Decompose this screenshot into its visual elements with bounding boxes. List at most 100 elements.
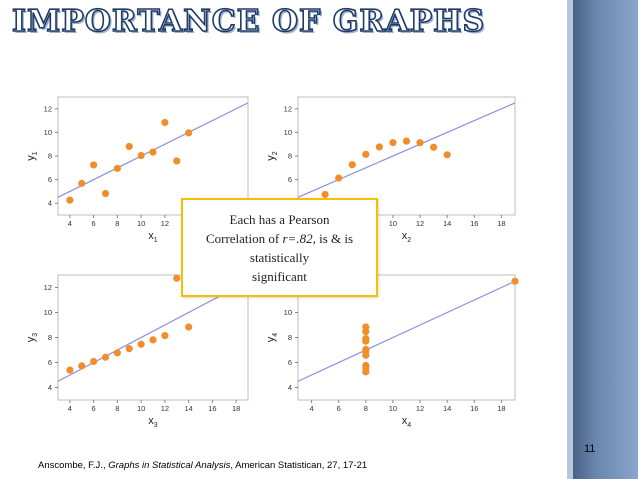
- data-point: [90, 357, 98, 366]
- decorative-sidebar: [573, 0, 638, 479]
- x-tick-label: 16: [208, 404, 216, 413]
- data-point: [335, 174, 343, 182]
- x-tick-label: 10: [137, 219, 145, 228]
- data-point: [137, 151, 145, 160]
- citation-rest: , American Statistican, 27, 17-21: [230, 460, 368, 471]
- data-point: [185, 129, 193, 137]
- scatter-plot-3: 4 6 8 10 12 4 6 8 10 12 14 16 18 x3 y3: [25, 274, 249, 429]
- callout-line-2-a: Correlation of: [205, 231, 283, 246]
- x-tick-label: 10: [389, 404, 397, 413]
- y-tick-label: 4: [288, 383, 292, 392]
- y-tick-label: 10: [44, 128, 52, 137]
- y-tick-label: 12: [284, 104, 292, 113]
- y-axis-label: y2: [265, 151, 279, 161]
- plot-frame: [297, 96, 516, 216]
- x-axis-label: x4: [402, 415, 412, 429]
- data-point: [66, 196, 74, 204]
- data-point: [430, 143, 438, 151]
- y-tick-label: 4: [48, 383, 52, 392]
- x-tick-label: 6: [337, 404, 341, 413]
- data-point: [416, 139, 424, 147]
- data-point: [90, 161, 98, 169]
- data-point: [149, 148, 157, 156]
- y-tick-label: 6: [288, 358, 292, 367]
- citation: Anscombe, F.J., Graphs in Statistical An…: [38, 460, 367, 471]
- callout-r-value: r=.82: [282, 231, 313, 246]
- data-point: [161, 332, 169, 340]
- slide-title: IMPORTANCE OF GRAPHS: [11, 3, 486, 40]
- y-tick-label: 12: [44, 283, 52, 292]
- data-point: [161, 118, 169, 127]
- y-tick-label: 6: [288, 175, 292, 184]
- plot-frame: [57, 96, 249, 216]
- data-point: [348, 161, 356, 169]
- y-tick-label: 10: [284, 308, 292, 317]
- data-point: [78, 179, 86, 187]
- data-point: [185, 323, 193, 331]
- data-point: [321, 190, 329, 199]
- x-axis-label: x3: [148, 415, 158, 429]
- x-tick-label: 14: [184, 404, 192, 413]
- data-point: [362, 150, 370, 158]
- callout-line-3: statistically: [249, 250, 310, 265]
- x-tick-label: 12: [161, 404, 169, 413]
- x-tick-label: 14: [443, 219, 451, 228]
- x-tick-label: 12: [416, 404, 424, 413]
- data-point: [375, 143, 383, 151]
- y-tick-label: 6: [48, 175, 52, 184]
- scatter-plot-1: 46810124681012141618x1y1: [25, 96, 249, 244]
- data-point: [362, 328, 370, 336]
- x-tick-label: 8: [115, 404, 119, 413]
- x-tick-label: 12: [161, 219, 169, 228]
- regression-line: [297, 280, 516, 382]
- regression-line: [297, 102, 516, 198]
- data-point: [173, 157, 181, 165]
- data-point: [66, 366, 74, 374]
- x-tick-label: 4: [68, 404, 72, 413]
- x-axis-label: x2: [402, 230, 412, 244]
- x-tick-label: 10: [389, 219, 397, 228]
- data-point: [149, 336, 157, 344]
- data-point: [137, 340, 145, 348]
- y-tick-label: 8: [288, 152, 292, 161]
- scatter-plot-2: 46810124681012141618x2y2: [265, 96, 516, 244]
- data-point: [362, 347, 370, 355]
- data-point: [125, 142, 133, 151]
- data-point: [511, 277, 519, 285]
- pearson-callout-box: Each has a Pearson Correlation of r=.82,…: [181, 198, 378, 297]
- data-point: [389, 138, 397, 147]
- data-point: [125, 345, 133, 353]
- y-tick-label: 6: [48, 358, 52, 367]
- data-point: [362, 335, 370, 343]
- sidebar-stripe: [567, 0, 573, 479]
- x-tick-label: 4: [68, 219, 72, 228]
- data-point: [101, 189, 110, 198]
- data-point: [362, 364, 370, 372]
- data-point: [173, 274, 181, 282]
- y-tick-label: 4: [48, 199, 52, 208]
- y-axis-label: y3: [25, 333, 39, 343]
- x-tick-label: 16: [470, 404, 478, 413]
- y-tick-label: 8: [48, 152, 52, 161]
- y-tick-label: 8: [48, 333, 52, 342]
- citation-authors: Anscombe, F.J.,: [38, 460, 109, 471]
- x-axis-label: x1: [148, 230, 158, 244]
- callout-line-2-b: , is & is: [312, 231, 354, 246]
- y-tick-label: 8: [288, 333, 292, 342]
- x-tick-label: 8: [115, 219, 119, 228]
- citation-work: Graphs in Statistical Analysis: [108, 460, 231, 471]
- y-tick-label: 10: [44, 308, 52, 317]
- callout-line-2: Correlation of r=.82, is & is: [183, 229, 376, 248]
- y-axis-label: y4: [265, 333, 279, 343]
- y-tick-label: 12: [44, 104, 52, 113]
- data-point: [113, 164, 121, 172]
- x-tick-label: 6: [92, 219, 96, 228]
- callout-line-4: significant: [252, 269, 307, 284]
- x-tick-label: 6: [92, 404, 96, 413]
- page-number: 11: [584, 443, 596, 455]
- x-tick-label: 16: [470, 219, 478, 228]
- x-tick-label: 18: [232, 404, 240, 413]
- x-tick-label: 18: [497, 404, 505, 413]
- regression-line: [57, 280, 249, 382]
- x-tick-label: 12: [416, 219, 424, 228]
